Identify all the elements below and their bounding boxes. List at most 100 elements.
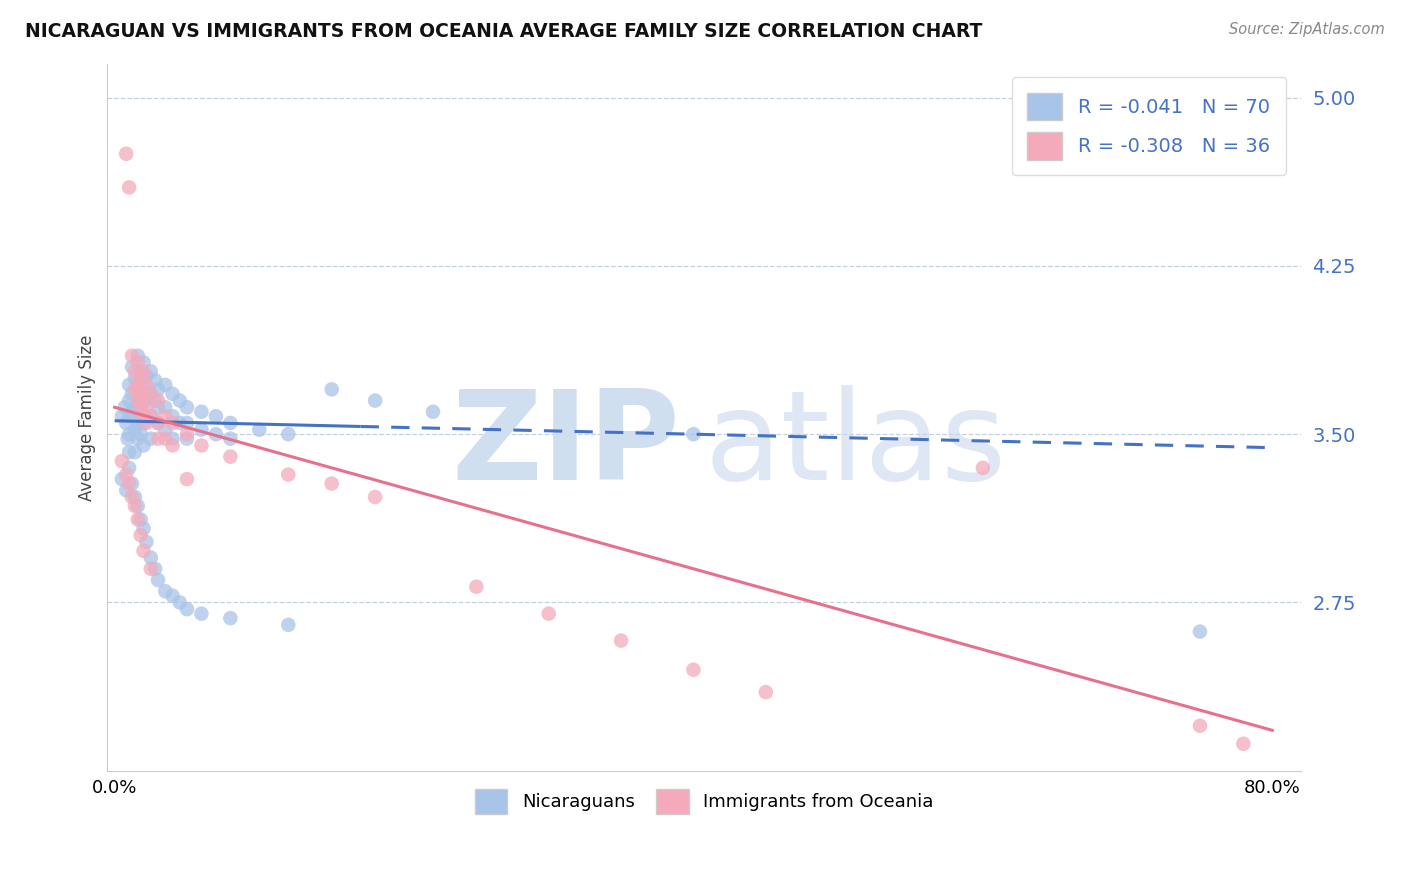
- Point: [118, 476, 141, 491]
- Point: [135, 534, 157, 549]
- Point: [277, 467, 299, 482]
- Point: [132, 355, 155, 369]
- Point: [155, 584, 177, 599]
- Point: [121, 387, 143, 401]
- Point: [127, 512, 149, 526]
- Point: [132, 416, 155, 430]
- Point: [169, 595, 191, 609]
- Point: [162, 438, 184, 452]
- Point: [121, 490, 143, 504]
- Point: [1188, 719, 1211, 733]
- Point: [111, 454, 134, 468]
- Point: [139, 432, 162, 446]
- Point: [364, 393, 387, 408]
- Point: [247, 423, 270, 437]
- Point: [127, 416, 149, 430]
- Point: [162, 409, 184, 424]
- Text: ZIP: ZIP: [451, 385, 681, 506]
- Point: [135, 377, 157, 392]
- Point: [118, 409, 141, 424]
- Point: [219, 416, 242, 430]
- Point: [146, 382, 169, 396]
- Point: [139, 550, 162, 565]
- Point: [1188, 624, 1211, 639]
- Point: [132, 438, 155, 452]
- Point: [118, 427, 141, 442]
- Point: [155, 377, 177, 392]
- Point: [162, 432, 184, 446]
- Point: [124, 371, 146, 385]
- Point: [115, 416, 138, 430]
- Point: [162, 387, 184, 401]
- Point: [139, 409, 162, 424]
- Point: [127, 349, 149, 363]
- Point: [219, 611, 242, 625]
- Point: [129, 387, 152, 401]
- Point: [205, 427, 228, 442]
- Point: [143, 393, 166, 408]
- Point: [135, 392, 157, 406]
- Point: [205, 409, 228, 424]
- Point: [127, 401, 149, 415]
- Point: [162, 589, 184, 603]
- Point: [465, 580, 488, 594]
- Point: [132, 396, 155, 410]
- Point: [118, 377, 141, 392]
- Point: [972, 460, 994, 475]
- Point: [219, 450, 242, 464]
- Point: [127, 355, 149, 369]
- Point: [129, 512, 152, 526]
- Point: [755, 685, 778, 699]
- Point: [169, 416, 191, 430]
- Point: [364, 490, 387, 504]
- Point: [129, 387, 152, 401]
- Point: [169, 393, 191, 408]
- Point: [610, 633, 633, 648]
- Point: [176, 401, 198, 415]
- Point: [135, 409, 157, 424]
- Point: [115, 467, 138, 482]
- Point: [321, 382, 343, 396]
- Point: [124, 490, 146, 504]
- Point: [132, 364, 155, 378]
- Point: [176, 472, 198, 486]
- Point: [155, 409, 177, 424]
- Point: [176, 602, 198, 616]
- Point: [176, 432, 198, 446]
- Point: [117, 432, 139, 446]
- Point: [176, 416, 198, 430]
- Point: [121, 359, 143, 374]
- Point: [132, 387, 155, 401]
- Point: [146, 416, 169, 430]
- Point: [129, 528, 152, 542]
- Legend: Nicaraguans, Immigrants from Oceania: Nicaraguans, Immigrants from Oceania: [464, 778, 945, 825]
- Point: [155, 401, 177, 415]
- Text: Source: ZipAtlas.com: Source: ZipAtlas.com: [1229, 22, 1385, 37]
- Point: [127, 393, 149, 408]
- Point: [121, 405, 143, 419]
- Point: [127, 499, 149, 513]
- Text: atlas: atlas: [704, 385, 1007, 506]
- Point: [321, 476, 343, 491]
- Point: [146, 393, 169, 408]
- Point: [190, 405, 212, 419]
- Point: [129, 401, 152, 415]
- Point: [146, 401, 169, 415]
- Point: [124, 401, 146, 415]
- Y-axis label: Average Family Size: Average Family Size: [79, 334, 96, 500]
- Point: [176, 427, 198, 442]
- Point: [129, 364, 152, 378]
- Point: [129, 371, 152, 385]
- Point: [127, 432, 149, 446]
- Point: [422, 405, 444, 419]
- Point: [682, 663, 704, 677]
- Point: [124, 364, 146, 378]
- Point: [146, 416, 169, 430]
- Point: [146, 432, 169, 446]
- Point: [118, 180, 141, 194]
- Point: [132, 409, 155, 424]
- Point: [139, 387, 162, 401]
- Point: [129, 409, 152, 424]
- Point: [155, 423, 177, 437]
- Point: [127, 377, 149, 392]
